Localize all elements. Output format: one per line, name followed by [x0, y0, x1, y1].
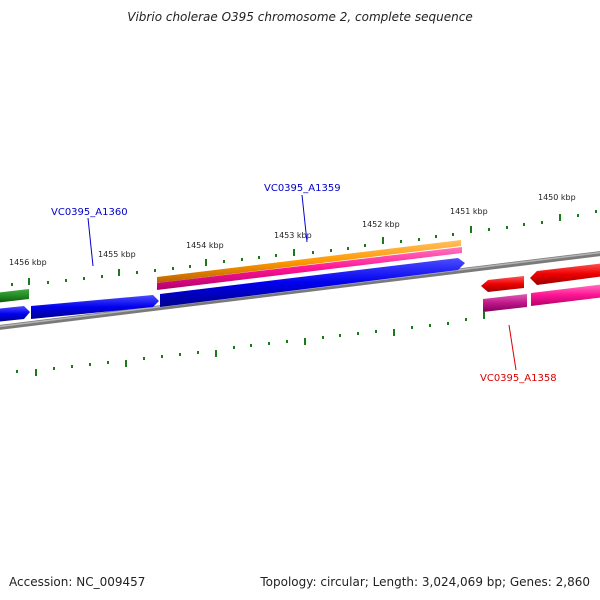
tick-label-1450: 1450 kbp [538, 193, 576, 202]
upper-tick-row [11, 210, 597, 286]
tick-label-1456: 1456 kbp [9, 258, 47, 267]
leader-line-a1359 [301, 194, 308, 243]
orange-feature[interactable] [157, 240, 461, 283]
gene-vc0395-a1359[interactable] [160, 258, 465, 307]
pink-feature[interactable] [157, 247, 462, 290]
gene-vc0395-a1358[interactable] [481, 276, 524, 292]
accession-text: Accession: NC_009457 [9, 575, 146, 589]
gene-blue-left-edge[interactable] [0, 306, 30, 322]
gene-vc0395-a1360[interactable] [31, 295, 159, 319]
gene-label-a1360[interactable]: VC0395_A1360 [51, 207, 128, 218]
page-title: Vibrio cholerae O395 chromosome 2, compl… [127, 10, 473, 24]
leader-line-a1360 [87, 217, 94, 267]
topology-summary-text: Topology: circular; Length: 3,024,069 bp… [260, 575, 590, 589]
magenta-feature-left[interactable] [483, 294, 527, 312]
tick-label-1454: 1454 kbp [186, 241, 224, 250]
gene-label-a1358[interactable]: VC0395_A1358 [480, 373, 557, 384]
green-feature[interactable] [0, 289, 29, 303]
lower-tick-row [16, 312, 485, 376]
tick-label-1453: 1453 kbp [274, 231, 312, 240]
tick-label-1452: 1452 kbp [362, 220, 400, 229]
gene-label-a1359[interactable]: VC0395_A1359 [264, 183, 341, 194]
leader-line-a1358 [508, 324, 517, 371]
tick-label-1451: 1451 kbp [450, 207, 488, 216]
magenta-feature-right[interactable] [531, 284, 600, 306]
tick-label-1455: 1455 kbp [98, 250, 136, 259]
gene-red-right[interactable] [530, 263, 600, 285]
